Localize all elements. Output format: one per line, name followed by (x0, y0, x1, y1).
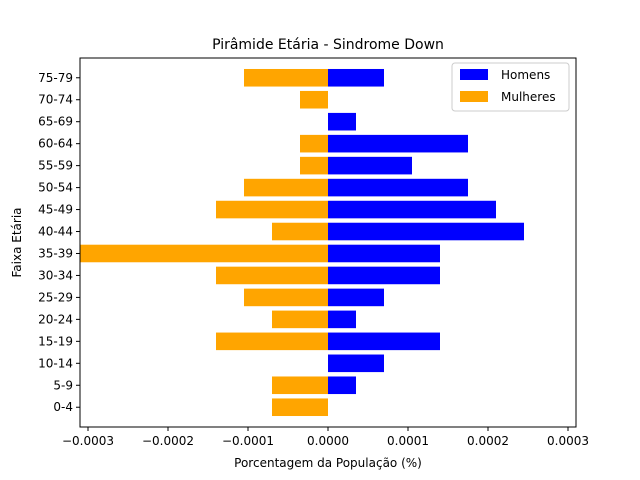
x-axis: −0.0003 −0.0002 −0.0001 0.0000 0.0001 0.0002 0… (62, 427, 589, 448)
x-tick-label: −0.0001 (222, 434, 274, 448)
bar-mulheres-50-54 (244, 178, 328, 197)
x-tick-label: 0.0002 (467, 434, 509, 448)
bar-homens-75-79 (328, 68, 384, 87)
bar-mulheres-45-49 (216, 200, 328, 219)
legend-swatch-mulheres (460, 91, 488, 102)
bar-homens-5-9 (328, 376, 356, 395)
bar-mulheres-35-39 (80, 244, 328, 263)
legend-label-mulheres: Mulheres (501, 90, 556, 104)
x-tick-label: 0.0001 (387, 434, 429, 448)
bar-homens-35-39 (328, 244, 440, 263)
x-tick-label: 0.0000 (307, 434, 349, 448)
bar-mulheres-0-4 (272, 398, 328, 417)
y-tick-label: 10-14 (38, 356, 73, 370)
bar-mulheres-5-9 (272, 376, 328, 395)
legend: Homens Mulheres (451, 62, 570, 112)
bar-mulheres-15-19 (216, 332, 328, 351)
y-tick-label: 5-9 (53, 378, 73, 392)
legend-label-homens: Homens (501, 68, 550, 82)
chart-title: Pirâmide Etária - Sindrome Down (212, 37, 444, 53)
y-tick-label: 30-34 (38, 268, 73, 282)
bar-homens-10-14 (328, 354, 384, 373)
bar-mulheres-55-59 (300, 156, 328, 175)
y-tick-label: 25-29 (38, 290, 73, 304)
bar-mulheres-40-44 (272, 222, 328, 241)
bar-mulheres-75-79 (244, 68, 328, 87)
bar-homens-55-59 (328, 156, 412, 175)
y-tick-label: 75-79 (38, 71, 73, 85)
y-tick-label: 0-4 (53, 400, 73, 414)
x-tick-label: −0.0003 (62, 434, 114, 448)
y-tick-label: 20-24 (38, 312, 73, 326)
bar-mulheres-20-24 (272, 310, 328, 329)
y-axis: 0-4 5-9 10-14 15-19 20-24 25-29 30-34 35-39 40-4… (38, 71, 80, 414)
bar-mulheres-70-74 (300, 90, 328, 109)
bar-homens-20-24 (328, 310, 356, 329)
y-tick-label: 50-54 (38, 181, 73, 195)
bar-mulheres-25-29 (244, 288, 328, 307)
bar-homens-60-64 (328, 134, 468, 153)
bar-homens-40-44 (328, 222, 524, 241)
y-tick-label: 15-19 (38, 334, 73, 348)
y-tick-label: 70-74 (38, 93, 73, 107)
bar-mulheres-60-64 (300, 134, 328, 153)
bar-homens-30-34 (328, 266, 440, 285)
y-tick-label: 60-64 (38, 137, 73, 151)
bar-homens-45-49 (328, 200, 496, 219)
bar-homens-25-29 (328, 288, 384, 307)
bar-homens-65-69 (328, 112, 356, 131)
y-axis-label: Faixa Etária (10, 207, 24, 277)
bar-homens-50-54 (328, 178, 468, 197)
bar-homens-15-19 (328, 332, 440, 351)
x-tick-label: −0.0002 (142, 434, 194, 448)
y-tick-label: 40-44 (38, 225, 73, 239)
legend-swatch-homens (460, 69, 488, 80)
y-tick-label: 65-69 (38, 115, 73, 129)
y-tick-label: 45-49 (38, 203, 73, 217)
bar-mulheres-30-34 (216, 266, 328, 285)
bars-group (80, 68, 524, 417)
x-tick-label: 0.0003 (547, 434, 589, 448)
y-tick-label: 35-39 (38, 246, 73, 260)
x-axis-label: Porcentagem da População (%) (234, 456, 422, 470)
y-tick-label: 55-59 (38, 159, 73, 173)
